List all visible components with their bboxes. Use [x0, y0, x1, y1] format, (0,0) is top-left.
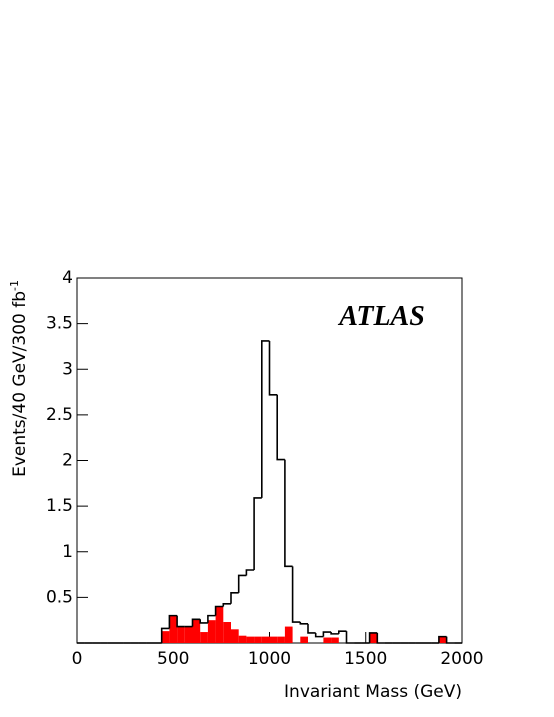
histogram-bar [254, 636, 262, 643]
histogram-step [253, 497, 262, 570]
histogram-bar [200, 632, 208, 643]
histogram-step [160, 627, 170, 643]
histogram-step [299, 622, 308, 625]
y-axis-label-superscript: -1 [8, 280, 21, 291]
histogram-step [191, 618, 201, 627]
histogram-bar [300, 636, 308, 643]
histogram-step [445, 636, 455, 644]
histogram-step [330, 632, 339, 635]
histogram-step [199, 619, 208, 624]
y-tick-label: 2.5 [46, 405, 73, 425]
histogram-step [261, 340, 270, 498]
histogram-bar [246, 636, 255, 643]
histogram-step [176, 615, 185, 628]
y-tick-label: 3 [62, 359, 73, 379]
histogram-bar [438, 636, 447, 643]
x-tick-label: 500 [157, 649, 189, 669]
histogram-bar [323, 637, 332, 643]
histogram-step [237, 574, 247, 593]
histogram-step [276, 394, 285, 461]
histogram-step [207, 614, 216, 623]
y-axis-label: Events/40 GeV/300 fb-1 [8, 280, 30, 477]
histogram-bar [207, 620, 216, 643]
x-axis-label: Invariant Mass (GeV) [284, 682, 462, 702]
histogram-bar [184, 626, 193, 643]
histogram-step [376, 632, 385, 644]
histogram-step [245, 569, 255, 576]
histogram-step [284, 459, 293, 568]
y-tick-label: 2 [62, 451, 73, 471]
histogram-step [368, 632, 378, 643]
x-tick-label: 2000 [440, 649, 483, 669]
histogram-bar [161, 631, 170, 643]
histogram-bar [269, 636, 278, 643]
histogram-bar [284, 626, 293, 643]
y-axis-label-text: Events/40 GeV/300 fb [10, 291, 30, 477]
histogram-step [345, 631, 355, 644]
histogram-bar [238, 635, 247, 643]
y-tick-label: 1 [62, 542, 73, 562]
histogram-step [214, 605, 224, 616]
histogram-bar [169, 615, 178, 643]
histogram-step [291, 566, 301, 623]
x-tick-label: 0 [72, 649, 83, 669]
histogram-bar [277, 636, 285, 643]
x-tick-label: 1000 [248, 649, 291, 669]
y-tick-label: 3.5 [46, 314, 73, 334]
histogram-step [230, 592, 239, 604]
atlas-label: ATLAS [337, 301, 425, 332]
histogram-step [307, 623, 316, 634]
histogram-step [338, 630, 347, 634]
histogram-bar [215, 606, 224, 643]
histogram-bar [177, 626, 185, 643]
histogram-bar [223, 622, 231, 643]
histogram-bar [369, 632, 378, 643]
y-tick-label: 4 [62, 268, 73, 288]
histogram-bar [192, 619, 201, 643]
y-tick-label: 1.5 [46, 496, 73, 516]
histogram-step [438, 635, 447, 643]
histogram-step [322, 631, 332, 637]
histogram-step [314, 632, 324, 638]
y-tick-label: 0.5 [46, 587, 73, 607]
histogram-step [268, 340, 278, 396]
histogram-bar [331, 637, 339, 643]
histogram-step [168, 614, 178, 629]
plot-frame [76, 277, 463, 644]
x-tick-label: 1500 [344, 649, 387, 669]
histogram-bar [231, 629, 239, 643]
histogram-bar [261, 636, 270, 643]
histogram-step [222, 602, 231, 607]
